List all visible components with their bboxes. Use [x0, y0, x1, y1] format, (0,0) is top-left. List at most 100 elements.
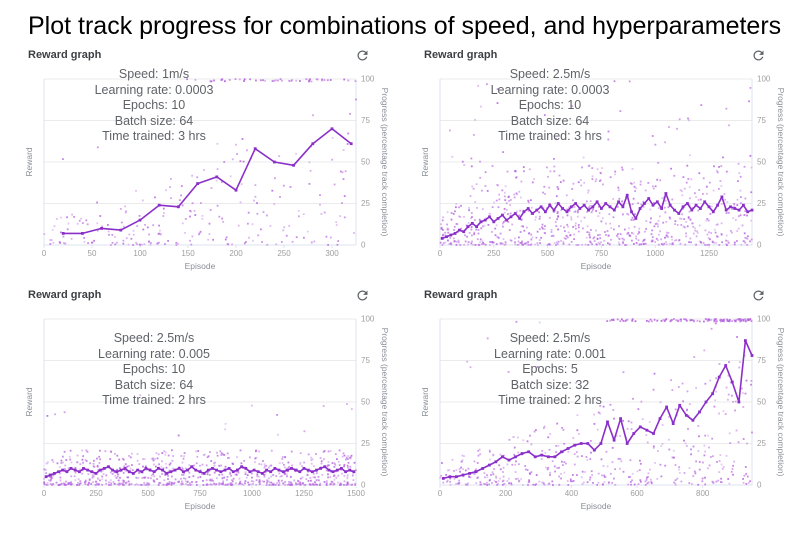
- refresh-button[interactable]: [751, 48, 766, 63]
- completion-row-points: [606, 318, 753, 323]
- gridlines: [43, 318, 357, 486]
- chart-panel-bottom-right: Reward graph 0 25 50 75 100 0 200 400 600 800 Epis…: [418, 283, 790, 517]
- refresh-button[interactable]: [751, 288, 766, 303]
- scatter-points: [43, 98, 357, 246]
- scatter-points: [43, 394, 357, 486]
- svg-text:1250: 1250: [295, 489, 313, 498]
- chart-panel-top-right: Reward graph 0 25 50 75 100 0 250 500 750 1000 125…: [418, 43, 790, 277]
- svg-text:25: 25: [361, 199, 370, 208]
- svg-text:25: 25: [361, 439, 370, 448]
- completion-row-points: [186, 78, 357, 83]
- svg-text:0: 0: [757, 241, 762, 250]
- charts-grid: Reward graph 0 25 50 75 100 0 50 100 150 200 250 30…: [0, 43, 794, 517]
- svg-text:1250: 1250: [700, 249, 718, 258]
- svg-text:500: 500: [141, 489, 155, 498]
- svg-text:75: 75: [757, 116, 766, 125]
- svg-text:50: 50: [361, 158, 370, 167]
- svg-text:50: 50: [757, 398, 766, 407]
- svg-text:250: 250: [277, 249, 291, 258]
- svg-text:0: 0: [438, 489, 443, 498]
- svg-text:1000: 1000: [243, 489, 261, 498]
- svg-text:300: 300: [325, 249, 339, 258]
- svg-text:250: 250: [89, 489, 103, 498]
- x-axis-ticks: 0 250 500 750 1000 1250 1500: [42, 485, 365, 498]
- panel-header: Reward graph: [418, 283, 790, 305]
- y-axis-right-labels: 0 25 50 75 100: [361, 75, 375, 250]
- svg-text:75: 75: [757, 356, 766, 365]
- trend-markers: [61, 127, 353, 235]
- chart-area: 0 25 50 75 100 0 250 500 750 1000 1250 1500 Episode R…: [22, 305, 394, 517]
- gridlines: [439, 318, 753, 486]
- refresh-icon: [753, 290, 764, 300]
- svg-text:50: 50: [88, 249, 97, 258]
- svg-text:200: 200: [499, 489, 513, 498]
- svg-text:0: 0: [361, 241, 366, 250]
- refresh-button[interactable]: [355, 288, 370, 303]
- svg-text:50: 50: [361, 398, 370, 407]
- refresh-icon: [357, 290, 368, 300]
- gridlines: [439, 78, 753, 246]
- svg-text:1000: 1000: [646, 249, 664, 258]
- page-title: Plot track progress for combinations of …: [28, 12, 782, 40]
- x-axis-ticks: 0 200 400 600 800: [438, 485, 710, 498]
- svg-text:100: 100: [361, 315, 375, 324]
- svg-text:50: 50: [757, 158, 766, 167]
- svg-text:100: 100: [757, 315, 771, 324]
- refresh-button[interactable]: [355, 48, 370, 63]
- x-axis-title: Episode: [581, 261, 612, 271]
- svg-text:0: 0: [42, 249, 47, 258]
- reward-progress-chart: 0 25 50 75 100 0 50 100 150 200 250 300 Episode Rewar…: [24, 75, 390, 272]
- chart-title: Reward graph: [424, 289, 498, 301]
- trend-line: [443, 339, 753, 480]
- svg-text:0: 0: [42, 489, 47, 498]
- chart-panel-top-left: Reward graph 0 25 50 75 100 0 50 100 150 200 250 30…: [22, 43, 394, 277]
- chart-area: 0 25 50 75 100 0 250 500 750 1000 1250 Episode Rewar…: [418, 65, 790, 277]
- svg-text:100: 100: [757, 75, 771, 84]
- svg-text:750: 750: [193, 489, 207, 498]
- svg-text:100: 100: [133, 249, 147, 258]
- svg-text:600: 600: [630, 489, 644, 498]
- y-axis-right-labels: 0 25 50 75 100: [757, 315, 771, 490]
- svg-text:800: 800: [696, 489, 710, 498]
- y-axis-right-labels: 0 25 50 75 100: [757, 75, 771, 250]
- svg-text:200: 200: [229, 249, 243, 258]
- x-axis-ticks: 0 250 500 750 1000 1250: [438, 245, 718, 258]
- y-axis-title-right: Progress (percentage track completion): [776, 328, 786, 477]
- y-axis-right-labels: 0 25 50 75 100: [361, 315, 375, 490]
- trend-markers: [440, 192, 754, 240]
- x-axis-title: Episode: [185, 501, 216, 511]
- y-axis-title-left: Reward: [24, 387, 34, 417]
- refresh-icon: [357, 50, 368, 60]
- svg-text:25: 25: [757, 199, 766, 208]
- svg-text:100: 100: [361, 75, 375, 84]
- chart-title: Reward graph: [28, 289, 102, 301]
- chart-panel-bottom-left: Reward graph 0 25 50 75 100 0 250 500 750 1000 125…: [22, 283, 394, 517]
- trend-line: [63, 128, 352, 235]
- chart-title: Reward graph: [28, 49, 102, 61]
- scatter-points: [439, 320, 753, 486]
- chart-area: 0 25 50 75 100 0 200 400 600 800 Episode Reward Prog…: [418, 305, 790, 517]
- chart-title: Reward graph: [424, 49, 498, 61]
- svg-text:150: 150: [181, 249, 195, 258]
- svg-text:500: 500: [541, 249, 555, 258]
- x-axis-title: Episode: [185, 261, 216, 271]
- x-axis-title: Episode: [581, 501, 612, 511]
- y-axis-title-left: Reward: [24, 147, 34, 177]
- svg-text:0: 0: [438, 249, 443, 258]
- svg-text:75: 75: [361, 116, 370, 125]
- trend-markers: [441, 339, 754, 480]
- svg-text:25: 25: [757, 439, 766, 448]
- svg-text:75: 75: [361, 356, 370, 365]
- y-axis-title-right: Progress (percentage track completion): [380, 328, 390, 477]
- panel-header: Reward graph: [22, 283, 394, 305]
- chart-area: 0 25 50 75 100 0 50 100 150 200 250 300 Episode Rewar…: [22, 65, 394, 277]
- y-axis-title-left: Reward: [420, 147, 430, 177]
- refresh-icon: [753, 50, 764, 60]
- svg-text:400: 400: [565, 489, 579, 498]
- y-axis-title-left: Reward: [420, 387, 430, 417]
- svg-text:0: 0: [361, 481, 366, 490]
- y-axis-title-right: Progress (percentage track completion): [380, 88, 390, 237]
- y-axis-title-right: Progress (percentage track completion): [776, 88, 786, 237]
- gridlines: [43, 78, 357, 246]
